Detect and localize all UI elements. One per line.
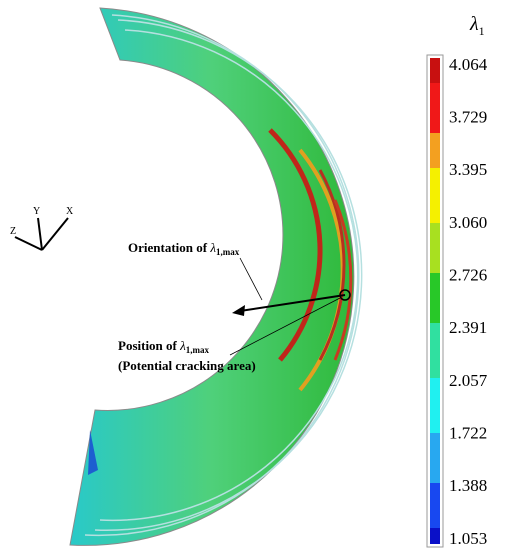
colorbar-label: 3.060 [449,213,487,232]
colorbar-label: 1.388 [449,476,487,495]
colorbar [426,54,444,548]
colorbar-label: 2.057 [449,371,488,390]
colorbar-label: 2.391 [449,318,487,337]
annotation: (Potential cracking area) [118,358,256,373]
ring-model [69,7,363,546]
annotation: Position of λ1,max [118,338,210,355]
axes-triad [14,217,69,251]
axis-label: X [66,206,74,217]
colorbar-label: 1.722 [449,424,487,443]
axis-label: Z [10,226,16,237]
colorbar-labels: 4.064 3.729 3.395 3.060 2.726 2.391 2.057 1.722… [449,55,488,548]
colorbar-label: 3.729 [449,108,487,127]
colorbar-title: λ1 [469,13,485,38]
annotation: Orientation of λ1,max [128,240,240,257]
colorbar-label: 2.726 [449,266,487,285]
colorbar-label: 1.053 [449,529,487,548]
colorbar-label: 3.395 [449,160,487,179]
annotation-arrows [229,257,351,356]
axis-label: Y [33,206,40,217]
colorbar-label: 4.064 [449,55,488,74]
